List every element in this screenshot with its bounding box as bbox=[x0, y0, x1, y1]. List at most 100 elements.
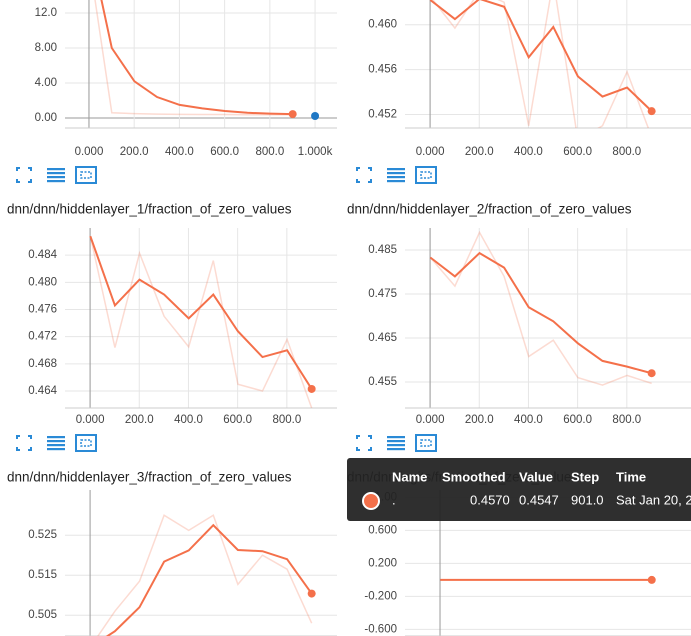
plot-area bbox=[429, 0, 656, 128]
fit-domain-button[interactable] bbox=[415, 166, 437, 184]
smoothed-line bbox=[105, 523, 313, 636]
x-tick-label: 200.0 bbox=[125, 414, 154, 426]
fullscreen-icon[interactable] bbox=[16, 435, 32, 451]
fullscreen-icon[interactable] bbox=[356, 167, 372, 183]
lines-icon-bar[interactable] bbox=[47, 444, 65, 447]
x-tick-label: 0.000 bbox=[75, 146, 104, 158]
x-tick-label: 800.0 bbox=[272, 414, 301, 426]
x-tick-label: 400.0 bbox=[174, 414, 203, 426]
raw-line bbox=[432, 0, 650, 128]
lines-icon-bar[interactable] bbox=[47, 448, 65, 451]
smoothed-line bbox=[100, 0, 293, 116]
raw-line bbox=[429, 230, 652, 386]
y-tick-label: 0.485 bbox=[368, 244, 397, 256]
y-tick-label: 0.472 bbox=[28, 331, 57, 343]
y-tick-label: 0.200 bbox=[368, 557, 397, 569]
y-tick-label: 0.484 bbox=[28, 249, 57, 261]
y-tick-label: 8.00 bbox=[35, 42, 57, 54]
tooltip-cell: Sat Jan 20, 2 bbox=[616, 492, 691, 507]
lines-icon-bar[interactable] bbox=[387, 440, 405, 443]
chart-title: dnn/dnn/hiddenlayer_1/fraction_of_zero_v… bbox=[7, 202, 292, 217]
lines-icon-bar[interactable] bbox=[47, 180, 65, 183]
x-tick-label: 200.0 bbox=[465, 146, 494, 158]
lines-icon-bar[interactable] bbox=[387, 172, 405, 175]
x-tick-label: 400.0 bbox=[514, 414, 543, 426]
fit-icon-inner[interactable] bbox=[80, 171, 92, 179]
fit-domain-button[interactable] bbox=[415, 434, 437, 452]
smoothed-line bbox=[429, 0, 653, 112]
fit-icon-inner[interactable] bbox=[420, 439, 432, 447]
fullscreen-button[interactable] bbox=[356, 167, 372, 183]
log-scale-button[interactable] bbox=[387, 168, 405, 183]
x-tick-label: 600.0 bbox=[210, 146, 239, 158]
y-tick-label: 0.456 bbox=[368, 64, 397, 76]
lines-icon-bar[interactable] bbox=[47, 168, 65, 171]
last-point bbox=[647, 369, 656, 378]
chart-title: dnn/dnn/hiddenlayer_2/fraction_of_zero_v… bbox=[347, 202, 632, 217]
x-tick-label: 600.0 bbox=[563, 146, 592, 158]
y-tick-label: 0.475 bbox=[368, 288, 397, 300]
log-scale-button[interactable] bbox=[387, 436, 405, 451]
raw-line bbox=[89, 235, 313, 408]
lines-icon-bar[interactable] bbox=[387, 180, 405, 183]
y-tick-label: 0.468 bbox=[28, 358, 57, 370]
fit-icon-box[interactable] bbox=[75, 166, 97, 184]
x-tick-label: 800.0 bbox=[612, 414, 641, 426]
tooltip-header: Value bbox=[519, 469, 553, 484]
x-tick-label: 0.000 bbox=[76, 414, 105, 426]
fullscreen-icon[interactable] bbox=[16, 167, 32, 183]
lines-icon-bar[interactable] bbox=[387, 176, 405, 179]
panel-toolbar bbox=[356, 434, 437, 452]
chart-panel: 0.460 0.456 0.452 0.000 200.0 400.0 600.0 800.0 bbox=[368, 0, 691, 158]
fit-domain-button[interactable] bbox=[75, 434, 97, 452]
fit-domain-button[interactable] bbox=[75, 166, 97, 184]
log-scale-button[interactable] bbox=[47, 168, 65, 183]
y-tick-label: 0.00 bbox=[35, 112, 57, 124]
chart-panel: dnn/dnn/hiddenlayer_1/fraction_of_zero_v… bbox=[7, 202, 337, 426]
y-tick-label: 12.0 bbox=[35, 7, 57, 19]
fullscreen-button[interactable] bbox=[16, 435, 32, 451]
tooltip-cell: 901.0 bbox=[571, 492, 604, 507]
lines-icon-bar[interactable] bbox=[387, 436, 405, 439]
smoothed-line bbox=[89, 235, 313, 390]
panel-toolbar bbox=[356, 166, 437, 184]
x-tick-label: 0.000 bbox=[416, 414, 445, 426]
lines-icon-bar[interactable] bbox=[387, 448, 405, 451]
tooltip-cell: 0.4570 bbox=[470, 492, 510, 507]
lines-icon-bar[interactable] bbox=[47, 172, 65, 175]
fullscreen-button[interactable] bbox=[16, 167, 32, 183]
smoothed-line bbox=[429, 251, 652, 375]
fit-icon-inner[interactable] bbox=[80, 439, 92, 447]
fit-icon-inner[interactable] bbox=[420, 171, 432, 179]
x-tick-label: 200.0 bbox=[120, 146, 149, 158]
y-tick-label: -0.200 bbox=[364, 590, 397, 602]
x-tick-label: 400.0 bbox=[514, 146, 543, 158]
run-swatch bbox=[362, 492, 380, 510]
x-tick-label: 200.0 bbox=[465, 414, 494, 426]
lines-icon-bar[interactable] bbox=[387, 444, 405, 447]
tooltip-header: Step bbox=[571, 469, 599, 484]
lines-icon-bar[interactable] bbox=[387, 168, 405, 171]
tooltip-header: Time bbox=[616, 469, 646, 484]
fit-icon-box[interactable] bbox=[415, 434, 437, 452]
fullscreen-icon[interactable] bbox=[356, 435, 372, 451]
lines-icon-bar[interactable] bbox=[47, 440, 65, 443]
y-tick-label: 0.464 bbox=[28, 385, 57, 397]
fullscreen-button[interactable] bbox=[356, 435, 372, 451]
lines-icon-bar[interactable] bbox=[47, 436, 65, 439]
x-tick-label: 600.0 bbox=[223, 414, 252, 426]
last-point bbox=[307, 384, 316, 393]
y-tick-label: 0.505 bbox=[28, 609, 57, 621]
x-tick-label: 600.0 bbox=[563, 414, 592, 426]
tooltip-header: Smoothed bbox=[442, 469, 506, 484]
log-scale-button[interactable] bbox=[47, 436, 65, 451]
chart-panel: 12.0 8.00 4.00 0.00 0.000 200.0 400.0 600.0 800.… bbox=[35, 0, 337, 158]
lines-icon-bar[interactable] bbox=[47, 176, 65, 179]
tooltip-header: Name bbox=[392, 469, 427, 484]
last-point bbox=[647, 575, 656, 584]
chart-panel: dnn/dnn/hiddenlayer_2/fraction_of_zero_v… bbox=[347, 202, 691, 426]
y-tick-label: 0.515 bbox=[28, 569, 57, 581]
fit-icon-box[interactable] bbox=[75, 434, 97, 452]
fit-icon-box[interactable] bbox=[415, 166, 437, 184]
last-point bbox=[311, 112, 320, 121]
